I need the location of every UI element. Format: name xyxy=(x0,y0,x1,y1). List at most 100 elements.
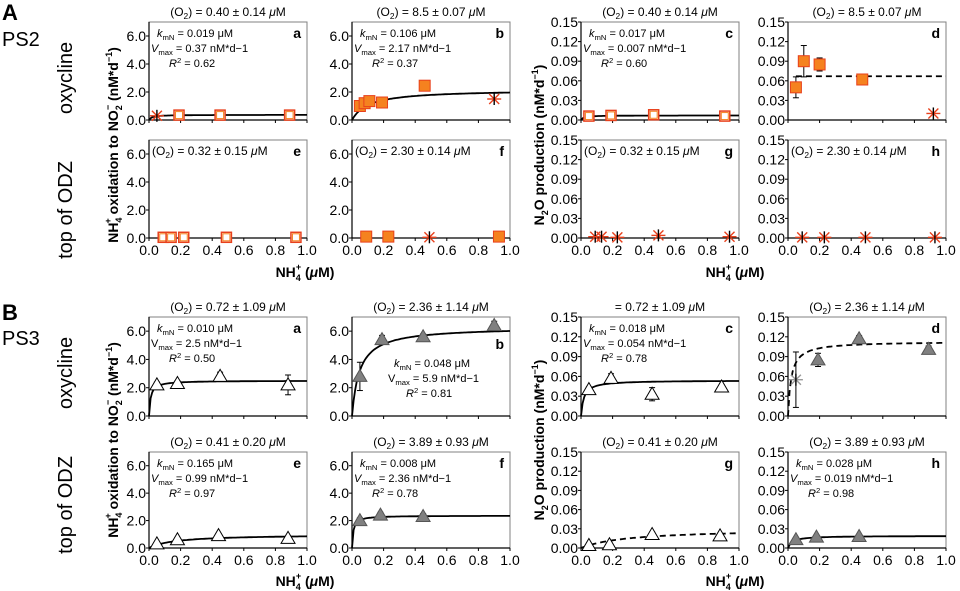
y-tick-label: 0.06 xyxy=(758,73,785,89)
x-tick-label: 1.0 xyxy=(729,552,749,568)
data-point xyxy=(603,370,619,384)
x-tick-label: 0.6 xyxy=(234,552,254,568)
data-point xyxy=(581,381,597,396)
data-point xyxy=(210,527,227,542)
y-tick-label: 0.15 xyxy=(758,14,785,30)
y-axis-label-right-b: N2O production (nM*d−1) xyxy=(530,360,550,521)
x-tick-label: 0.0 xyxy=(342,242,362,258)
plot-frame xyxy=(787,316,947,417)
x-tick-label: 0.2 xyxy=(374,242,394,258)
plot-frame xyxy=(148,139,308,239)
y-tick-label: 0.15 xyxy=(758,132,785,148)
y-tick-label: 0.03 xyxy=(551,388,578,404)
outlier-point xyxy=(795,231,810,244)
data-point xyxy=(647,109,660,121)
y-tick-label: 6.0 xyxy=(127,458,147,474)
data-point xyxy=(149,535,165,550)
panel-a-h: 0.00 0.03 0.06 0.09 0.12 0.15 0.0 0.2 0.4 0.6 0.8 1… xyxy=(758,132,956,258)
row-label-a-oxycline: oxycline xyxy=(55,42,77,114)
y-tick-label: 0.0 xyxy=(127,230,147,246)
data-point xyxy=(486,317,503,331)
data-point-inner xyxy=(179,233,188,242)
y-tick-label: 0.15 xyxy=(758,444,785,460)
panel-letter: b xyxy=(495,25,504,41)
x-tick-label: 1.0 xyxy=(500,552,520,568)
y-tick-label: 0.00 xyxy=(551,230,578,246)
vmax-label: Vmax = 0.019 nM*d−1 xyxy=(790,473,893,487)
x-axis-label-a-left: NH4+ (μM) xyxy=(276,262,335,283)
y-tick-label: 0.06 xyxy=(758,368,785,384)
km-label: kmN = 0.019 μM xyxy=(157,28,233,42)
o2-label: = 0.72 ± 1.09 μM xyxy=(615,300,705,314)
x-tick-label: 1.0 xyxy=(936,552,956,568)
y-tick-label: 6.0 xyxy=(127,28,147,44)
x-tick-label: 0.8 xyxy=(266,242,286,258)
y-tick-label: 0.06 xyxy=(551,502,578,518)
data-point xyxy=(851,330,867,345)
data-point xyxy=(382,230,395,243)
row-label-b-oxycline: oxycline xyxy=(55,337,77,409)
data-point xyxy=(920,341,937,355)
y-tick-label: 0.0 xyxy=(330,540,350,556)
y-tick-label: 0.12 xyxy=(551,329,578,345)
outlier-point xyxy=(722,230,737,243)
km-label: kmN = 0.165 μM xyxy=(157,458,233,472)
y-tick-label: 6.0 xyxy=(127,323,147,339)
x-tick-label: 0.6 xyxy=(666,552,686,568)
plot-frame xyxy=(580,139,740,239)
panel-letter: e xyxy=(293,143,301,159)
data-point xyxy=(415,328,431,343)
x-tick-label: 0.4 xyxy=(202,552,222,568)
x-tick-label: 0.0 xyxy=(778,242,798,258)
data-point xyxy=(214,109,226,121)
panel-a-g: 0.00 0.03 0.06 0.09 0.12 0.15 0.0 0.2 0.4 0.6 0.8 1… xyxy=(551,132,749,258)
outlier-point xyxy=(149,109,164,122)
data-point xyxy=(851,528,867,542)
km-label: kmN = 0.010 μM xyxy=(157,323,233,337)
r2-label: R2 = 0.78 xyxy=(372,486,418,500)
panel-a-f: 0.0 2.0 4.0 6.0 0.0 0.2 0.4 0.6 0.8 1.0 (O2) = 2.3… xyxy=(330,139,520,258)
data-point-inner xyxy=(584,112,593,121)
x-tick-label: 0.2 xyxy=(603,552,623,568)
y-tick-label: 0.00 xyxy=(758,408,785,424)
plot-frame xyxy=(351,451,511,549)
panel-letter: f xyxy=(499,143,504,159)
data-point xyxy=(169,375,186,389)
x-tick-label: 0.4 xyxy=(202,242,222,258)
outlier-point xyxy=(651,229,666,242)
km-label: kmN = 0.106 μM xyxy=(360,28,436,42)
plot-frame xyxy=(580,316,740,417)
r2-label: R2 = 0.81 xyxy=(406,386,452,400)
station-label-ps2: PS2 xyxy=(2,29,40,51)
data-point xyxy=(169,531,186,546)
x-tick-label: 0.2 xyxy=(171,242,191,258)
y-tick-label: 0.00 xyxy=(758,540,785,556)
data-point xyxy=(374,331,390,346)
o2-label: (O2) = 0.72 ± 1.09 μM xyxy=(170,300,286,316)
x-tick-label: 0.6 xyxy=(873,242,893,258)
data-point xyxy=(415,508,431,522)
x-axis-label-b-right: NH4+ (μM) xyxy=(706,571,765,591)
vmax-label: Vmax = 0.054 nM*d−1 xyxy=(583,338,686,352)
o2-label: (O2) = 2.30 ± 0.14 μM xyxy=(791,144,907,160)
y-tick-label: 4.0 xyxy=(127,56,147,72)
data-point xyxy=(813,58,826,71)
y-tick-label: 2.0 xyxy=(127,202,147,218)
data-point-inner xyxy=(222,233,231,242)
y-tick-label: 0.12 xyxy=(758,463,785,479)
panel-letter: e xyxy=(293,455,301,471)
data-point xyxy=(418,79,431,92)
y-tick-label: 0.12 xyxy=(551,463,578,479)
y-tick-label: 0.09 xyxy=(551,349,578,365)
data-point xyxy=(719,110,731,122)
panel-letter: c xyxy=(725,320,733,336)
vmax-label: Vmax = 2.36 nM*d−1 xyxy=(354,473,451,487)
panel-a-d: 0.00 0.03 0.06 0.09 0.12 0.15 (O2) = 8.5 ± 0.0… xyxy=(758,5,947,128)
y-tick-label: 0.15 xyxy=(551,309,578,325)
r2-label: R2 = 0.60 xyxy=(601,56,647,70)
x-tick-label: 0.4 xyxy=(841,552,861,568)
outlier-point xyxy=(788,373,803,386)
y-tick-label: 0.00 xyxy=(551,112,578,128)
r2-label: R2 = 0.78 xyxy=(601,351,647,365)
